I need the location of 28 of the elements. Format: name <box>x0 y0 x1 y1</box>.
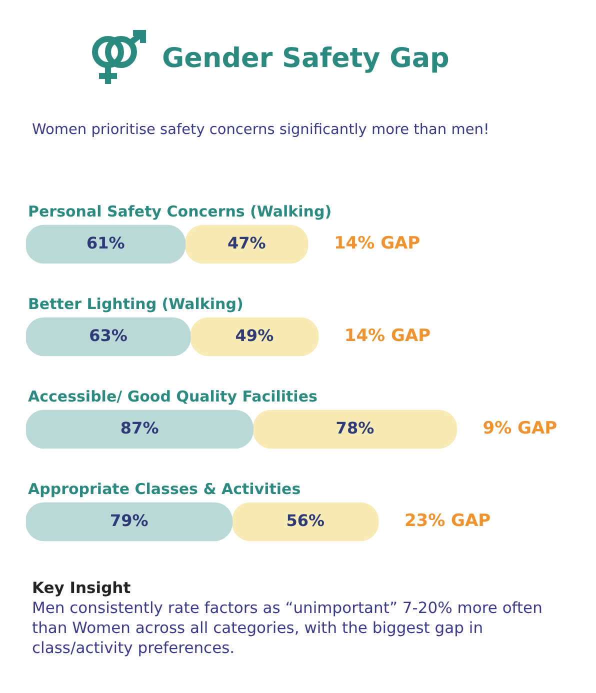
bar <box>26 317 191 356</box>
bar <box>232 502 379 542</box>
data-label: 63% <box>89 326 128 345</box>
y-tick-label: Better Lighting (Walking) <box>28 295 244 314</box>
data-label: 78% <box>336 418 374 438</box>
bar <box>26 410 254 449</box>
chart-subtitle: Women prioritise safety concerns significantly more than men! <box>32 122 490 138</box>
text: Key Insight <box>32 579 131 597</box>
text: Men consistently rate factors as “unimportant” 7-20% more often than Women across all categories, with the biggest gap in class/activity preferences. <box>32 598 544 658</box>
annotation: 14% GAP <box>334 234 420 254</box>
data-label: 87% <box>120 418 159 438</box>
y-tick-label: Accessible/ Good Quality Facilities <box>28 388 318 406</box>
text: 9% GAP <box>482 418 558 439</box>
data-label: 56% <box>286 510 324 530</box>
bar <box>184 224 308 264</box>
bar <box>252 410 458 449</box>
annotation: 14% GAP <box>344 326 431 346</box>
y-tick-label: Appropriate Classes & Activities <box>28 480 301 498</box>
data-label: 79% <box>110 510 148 530</box>
bar <box>26 502 233 542</box>
chart-title: Gender Safety Gap <box>162 42 450 74</box>
annotation: 23% GAP <box>404 511 491 532</box>
bar <box>190 317 319 356</box>
data-label: 49% <box>235 326 274 345</box>
y-tick-label: Personal Safety Concerns (Walking) <box>28 202 332 221</box>
bar <box>26 224 186 264</box>
data-label: 47% <box>227 233 266 252</box>
data-label: 61% <box>86 233 125 252</box>
